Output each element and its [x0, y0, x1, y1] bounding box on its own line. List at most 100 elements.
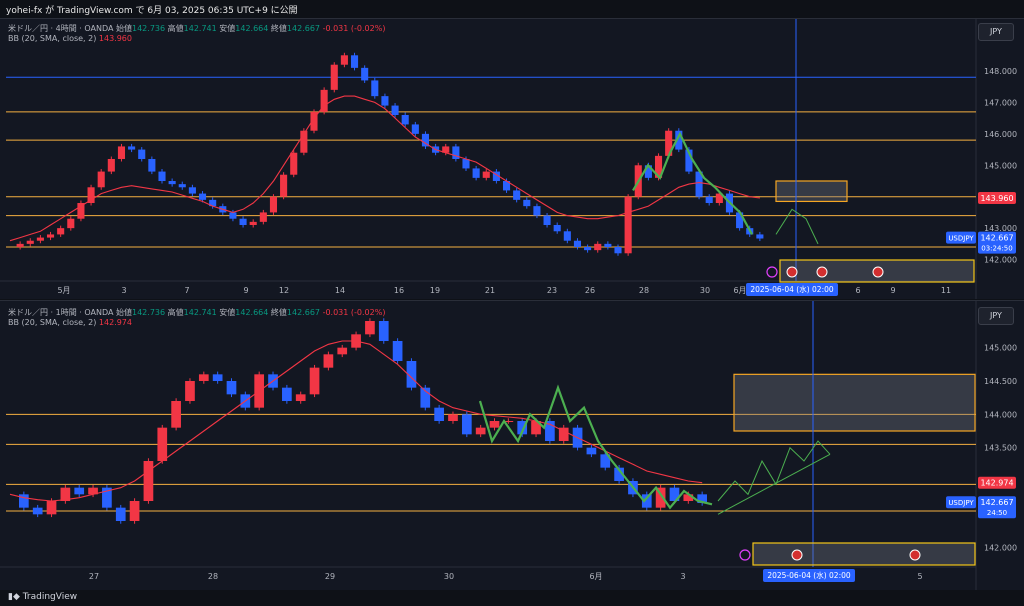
- green-wave-drawing: [632, 131, 753, 235]
- candle: [513, 190, 521, 200]
- candle: [523, 199, 531, 207]
- candle: [330, 64, 338, 90]
- candle: [46, 234, 55, 238]
- candle: [158, 171, 166, 181]
- y-tick-label: 147.000: [984, 98, 1017, 107]
- y-tick-label: 144.000: [984, 410, 1017, 419]
- candle: [655, 487, 666, 508]
- candle: [573, 240, 582, 247]
- x-tick-label: 29: [325, 572, 335, 581]
- candle: [143, 461, 154, 501]
- candle: [310, 111, 318, 131]
- legend-low: 142.664: [235, 24, 269, 33]
- legend-close-label: 終値: [270, 24, 287, 33]
- candle: [675, 130, 683, 150]
- candle: [736, 212, 744, 229]
- chart-4h-svg[interactable]: 148.000 147.000 146.000 145.000 143.000 142.0…: [0, 19, 1024, 299]
- x-tick-label: 23: [547, 286, 557, 295]
- candle: [452, 146, 460, 159]
- candle: [88, 487, 98, 495]
- candle: [586, 447, 597, 455]
- legend-high-label: 高値: [167, 24, 184, 33]
- us-flag-icon: [816, 266, 828, 278]
- legend-open-label: 始値: [116, 24, 132, 33]
- candle: [502, 181, 511, 191]
- candle: [295, 394, 306, 401]
- chart-panel-1h[interactable]: 145.000 144.500 144.000 143.500 142.000 27 28 2…: [0, 300, 1024, 591]
- bb-value: 143.960: [98, 34, 132, 43]
- x-tick-label: 6月: [733, 286, 746, 295]
- legend-high-label: 高値: [167, 308, 184, 317]
- candle: [644, 165, 652, 178]
- candle: [198, 193, 207, 200]
- candle: [67, 218, 75, 229]
- chart-panel-4h[interactable]: 148.000 147.000 146.000 145.000 143.000 142.0…: [0, 18, 1024, 299]
- candle: [60, 487, 71, 501]
- last-price-tag: [978, 496, 1016, 519]
- last-price-label: 142.667: [980, 498, 1013, 507]
- candle: [57, 228, 65, 235]
- candle: [482, 171, 490, 178]
- candle: [212, 374, 223, 381]
- candle: [489, 421, 500, 428]
- crosshair-date-label: 2025-06-04 (水) 02:00: [767, 570, 851, 580]
- candle: [138, 149, 146, 159]
- candle: [229, 212, 237, 219]
- chart-1h-svg[interactable]: 145.000 144.500 144.000 143.500 142.000 27 28 2…: [0, 301, 1024, 591]
- candle: [77, 203, 85, 219]
- x-tick-label: 27: [89, 572, 99, 581]
- x-tick-label: 6: [855, 286, 860, 295]
- x-tick-label: 30: [700, 286, 710, 295]
- candle: [411, 124, 419, 134]
- x-tick-label: 5: [917, 572, 922, 581]
- candle: [148, 159, 156, 172]
- us-flag-icon: [872, 266, 884, 278]
- event-box: [752, 542, 976, 566]
- candle: [282, 387, 292, 401]
- x-tick-label: 12: [279, 286, 289, 295]
- candle: [115, 507, 126, 521]
- candle: [300, 130, 308, 153]
- legend-bb-4h: BB (20, SMA, close, 2) 143.960: [8, 34, 132, 43]
- us-flag-icon: [791, 549, 803, 561]
- candle: [697, 494, 708, 503]
- legend-close-label: 終値: [270, 308, 287, 317]
- candle: [249, 221, 257, 225]
- legend-symbol: 米ドル／円 · 4時間 · OANDA: [8, 24, 114, 33]
- candle: [553, 225, 561, 232]
- legend-change: -0.031 (-0.02%): [322, 24, 386, 33]
- candle: [517, 421, 528, 435]
- candle: [97, 171, 105, 188]
- zone-box: [733, 373, 976, 432]
- bb-price-tag: [978, 476, 1016, 489]
- green-wave-drawing: [478, 384, 713, 510]
- footer: ▮◆ TradingView: [0, 590, 1024, 606]
- bb-label: BB (20, SMA, close, 2): [8, 318, 97, 327]
- y-tick-label: 146.000: [984, 130, 1017, 139]
- legend-bb-1h: BB (20, SMA, close, 2) 142.974: [8, 318, 132, 327]
- currency-button-1h[interactable]: JPY: [978, 307, 1014, 325]
- candle: [290, 152, 298, 175]
- legend-ohlc-4h: 米ドル／円 · 4時間 · OANDA 始値142.736 高値142.741 …: [8, 23, 385, 34]
- y-tick-label: 143.500: [984, 444, 1017, 453]
- brand-name: TradingView: [22, 592, 78, 602]
- lightning-event-icon: [739, 549, 751, 561]
- price-axis: [976, 301, 1024, 591]
- candle: [168, 181, 176, 185]
- candle: [323, 354, 334, 368]
- currency-button-4h[interactable]: JPY: [978, 23, 1014, 41]
- candle: [401, 115, 409, 125]
- bb-line: [9, 95, 760, 242]
- candle: [600, 454, 611, 468]
- candle: [171, 401, 181, 428]
- candle: [594, 243, 602, 251]
- projection-path: [775, 208, 819, 245]
- y-tick-label: 145.000: [984, 344, 1017, 353]
- candle: [442, 146, 450, 153]
- x-tick-label: 7: [184, 286, 189, 295]
- candle: [614, 467, 624, 481]
- x-tick-label: 14: [335, 286, 345, 295]
- x-tick-label: 21: [485, 286, 495, 295]
- x-tick-label: 6月: [589, 572, 602, 581]
- candle: [695, 171, 703, 197]
